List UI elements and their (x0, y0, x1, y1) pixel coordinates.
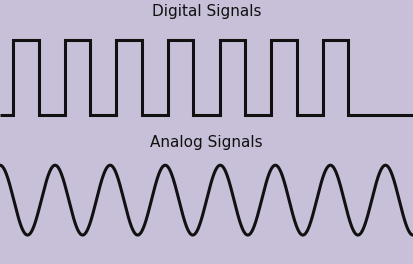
Text: Digital Signals: Digital Signals (152, 4, 261, 19)
Text: Analog Signals: Analog Signals (150, 135, 263, 150)
